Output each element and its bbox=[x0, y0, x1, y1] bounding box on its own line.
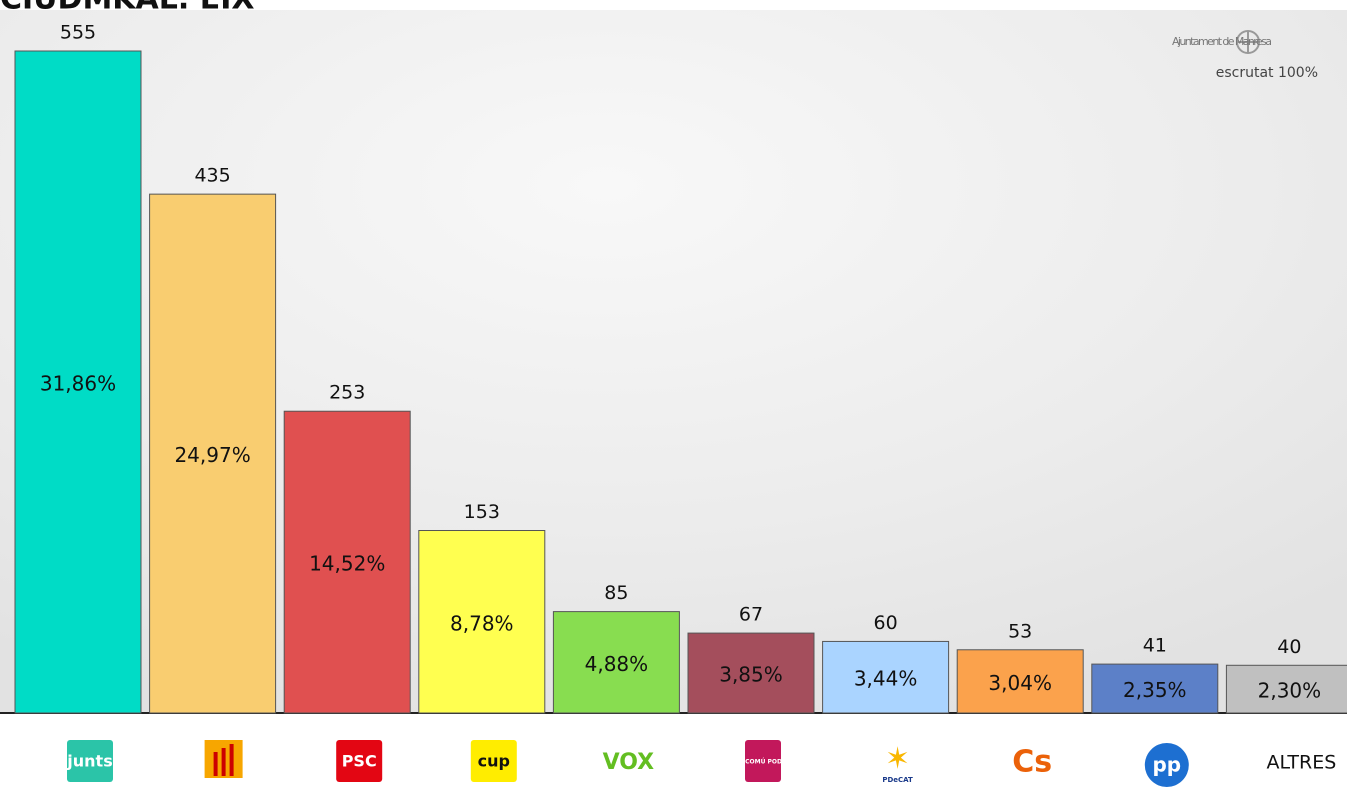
value-label: 67 bbox=[739, 604, 763, 626]
share-label: 24,97% bbox=[174, 443, 250, 467]
party-label: EN COMÚ PODEM bbox=[734, 759, 792, 766]
party-star: ✶ bbox=[885, 742, 910, 777]
share-label: 2,35% bbox=[1123, 678, 1187, 702]
value-label: 41 bbox=[1143, 635, 1167, 657]
share-label: 3,85% bbox=[719, 663, 783, 687]
value-label: 555 bbox=[60, 22, 96, 44]
value-label: 253 bbox=[329, 382, 365, 404]
party-logo-stripe bbox=[214, 752, 218, 776]
value-label: 53 bbox=[1008, 620, 1032, 642]
party-label: PSC bbox=[342, 752, 377, 771]
party-label: ALTRES bbox=[1266, 752, 1336, 774]
status: escrutat 100% bbox=[1216, 65, 1318, 81]
value-label: 435 bbox=[194, 165, 230, 187]
value-label: 153 bbox=[464, 501, 500, 523]
party-label: PDeCAT bbox=[882, 776, 913, 784]
share-label: 3,04% bbox=[988, 671, 1052, 695]
logo-strip bbox=[0, 713, 1347, 789]
share-label: 3,44% bbox=[854, 667, 918, 691]
party-label: junts bbox=[66, 752, 112, 771]
share-label: 2,30% bbox=[1258, 679, 1322, 703]
party-logo-stripe bbox=[222, 748, 226, 776]
share-label: 31,86% bbox=[40, 372, 116, 396]
share-label: 14,52% bbox=[309, 552, 385, 576]
source: Ajuntament de Manresa bbox=[1172, 35, 1272, 48]
value-label: 85 bbox=[604, 582, 628, 604]
party-label: cup bbox=[478, 752, 510, 771]
chart-title: CIUDMKAL. EIX bbox=[0, 0, 255, 17]
party-label: VOX bbox=[603, 750, 655, 775]
party-label: pp bbox=[1152, 753, 1181, 777]
share-label: 8,78% bbox=[450, 611, 514, 635]
share-label: 4,88% bbox=[585, 652, 649, 676]
value-label: 60 bbox=[874, 612, 898, 634]
chart: CIUDMKAL. EIX Ajuntament de Manresa escr… bbox=[0, 0, 1347, 789]
party-logo-stripe bbox=[230, 744, 234, 776]
value-label: 40 bbox=[1277, 636, 1301, 658]
party-label: Cs bbox=[1012, 745, 1052, 780]
